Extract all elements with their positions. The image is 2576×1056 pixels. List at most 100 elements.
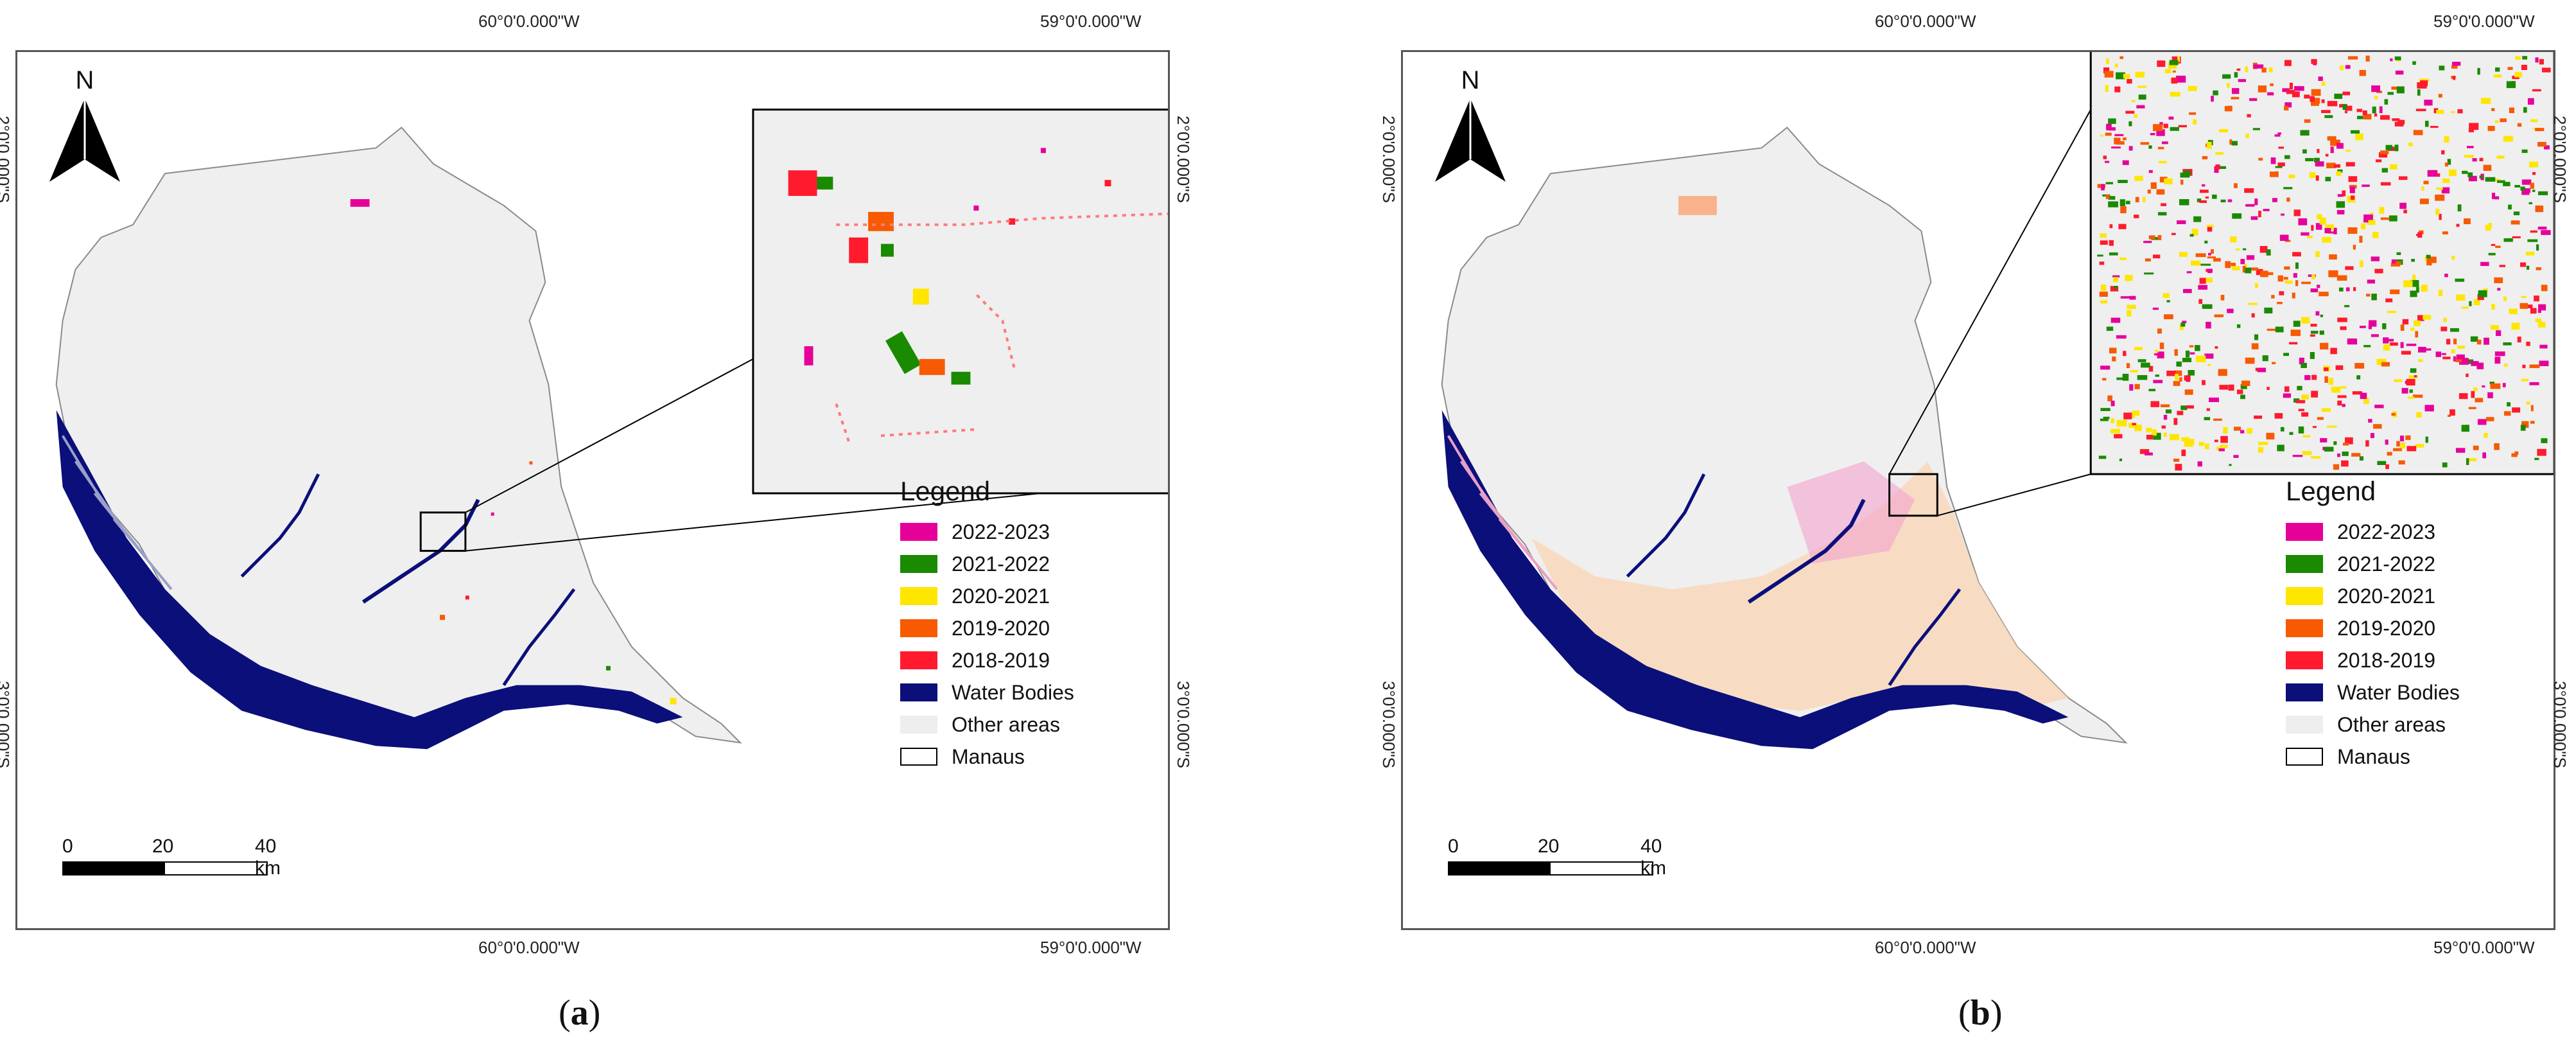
inset-patch: [2345, 150, 2351, 152]
inset-patch: [2328, 270, 2338, 277]
inset-patch: [2152, 429, 2157, 436]
inset-patch: [2481, 98, 2491, 104]
inset-patch: [2359, 260, 2363, 267]
inset-patch: [2530, 182, 2534, 189]
inset-patch: [2110, 317, 2121, 323]
inset-patch: [2271, 295, 2275, 299]
inset-patch: [2229, 139, 2232, 145]
north-arrow: N: [49, 66, 120, 182]
inset-patch: [2179, 198, 2189, 206]
inset-patch: [2215, 152, 2224, 155]
inset-patch: [2419, 198, 2429, 204]
inset-patch: [2403, 280, 2413, 288]
inset-patch: [2423, 315, 2432, 320]
inset-patch: [2468, 128, 2474, 132]
inset-patch: [2410, 368, 2417, 373]
inset-patch: [2249, 98, 2258, 101]
inset-patch: [2119, 199, 2125, 206]
inset-patch: [2512, 75, 2519, 80]
inset-patch: [2284, 280, 2293, 284]
inset-patch: [2267, 328, 2276, 331]
scale-bar-graphic: [62, 861, 268, 876]
inset-patch: [2340, 326, 2347, 330]
scale-label-40: 40 km: [1640, 836, 1666, 879]
inset-patch: [2424, 121, 2429, 127]
inset-patch: [2272, 362, 2276, 364]
inset-patch: [2435, 208, 2440, 215]
inset-patch: [2491, 243, 2496, 246]
inset-patch: [2503, 296, 2507, 301]
inset-patch: [2311, 456, 2321, 459]
inset-patch: [2211, 96, 2214, 102]
coord-lat-lower-right-b: 3°0'0.000"S: [2550, 681, 2570, 768]
inset-patch: [2116, 72, 2125, 80]
legend-a: Legend 2022-2023 2021-2022 2020-2021 201…: [900, 476, 1074, 773]
inset-patch: [2100, 284, 2107, 291]
inset-patch: [2396, 252, 2401, 256]
legend-item: 2021-2022: [2286, 548, 2460, 580]
inset-patch: [2233, 183, 2238, 188]
inset-patch: [2443, 317, 2447, 322]
inset-patch: [2374, 113, 2378, 117]
inset-patch: [2537, 226, 2547, 230]
inset-patch: [2258, 441, 2268, 445]
inset-patch: [2311, 225, 2314, 231]
inset-patch: [2108, 196, 2116, 200]
inset-patch: [2366, 294, 2371, 297]
inset-patch: [2522, 56, 2528, 60]
inset-patch: [2207, 256, 2216, 259]
inset-patch: [2337, 317, 2347, 322]
inset-patch: [2311, 100, 2319, 106]
inset-patch: [2179, 324, 2184, 330]
inset-patch: [2522, 364, 2526, 369]
legend-item: 2019-2020: [900, 612, 1074, 644]
inset-patch: [2122, 160, 2129, 165]
inset-map: [752, 109, 1168, 495]
inset-patch: [2541, 438, 2548, 443]
inset-patch: [2114, 285, 2118, 289]
legend-label: 2021-2022: [2337, 552, 2436, 576]
inset-patch: [2391, 412, 2396, 416]
inset-patch: [2380, 150, 2389, 155]
inset-patch: [2175, 75, 2186, 83]
legend-swatch: [900, 523, 937, 541]
inset-patch: [2466, 458, 2469, 465]
inset-patch: [2219, 128, 2229, 133]
inset-patch: [2230, 236, 2237, 243]
inset-patch: [2521, 149, 2528, 154]
inset-patch: [2248, 303, 2258, 305]
inset-patch: [2519, 303, 2528, 309]
inset-patch: [2371, 334, 2379, 337]
disturbance-zone: [1531, 461, 2069, 711]
inset-patch: [2177, 56, 2180, 62]
inset-patch: [2302, 451, 2312, 455]
inset-patch: [2342, 451, 2349, 456]
coord-lat-upper-left-b: 2°0'0.000"S: [1379, 116, 1398, 203]
inset-patch: [2317, 417, 2324, 420]
inset-patch: [2459, 358, 2469, 365]
inset-patch: [2283, 393, 2292, 398]
inset-patch: [2336, 201, 2345, 208]
inset-patch: [2344, 110, 2348, 114]
inset-patch: [2282, 88, 2290, 92]
inset-patch: [2529, 382, 2539, 385]
inset-patch: [2327, 425, 2337, 428]
inset-patch: [2495, 245, 2501, 249]
inset-patch: [2275, 166, 2283, 168]
legend-swatch: [2286, 619, 2323, 637]
inset-patch: [2533, 128, 2537, 130]
inset-patch: [2456, 294, 2466, 301]
inset-patch: [2184, 389, 2193, 395]
inset-patch: [2278, 146, 2284, 149]
inset-patch: [2448, 169, 2457, 177]
inset-patch: [2222, 74, 2231, 79]
inset-patch: [2529, 364, 2540, 369]
inset-patch: [2224, 105, 2232, 112]
inset-patch: [2473, 299, 2480, 306]
inset-patch: [2097, 254, 2103, 257]
inset-patch: [2258, 447, 2264, 453]
inset-patch: [2238, 79, 2246, 82]
inset-patch: [2450, 409, 2455, 416]
inset-patch: [2100, 134, 2103, 137]
inset-patch: [2406, 446, 2417, 452]
